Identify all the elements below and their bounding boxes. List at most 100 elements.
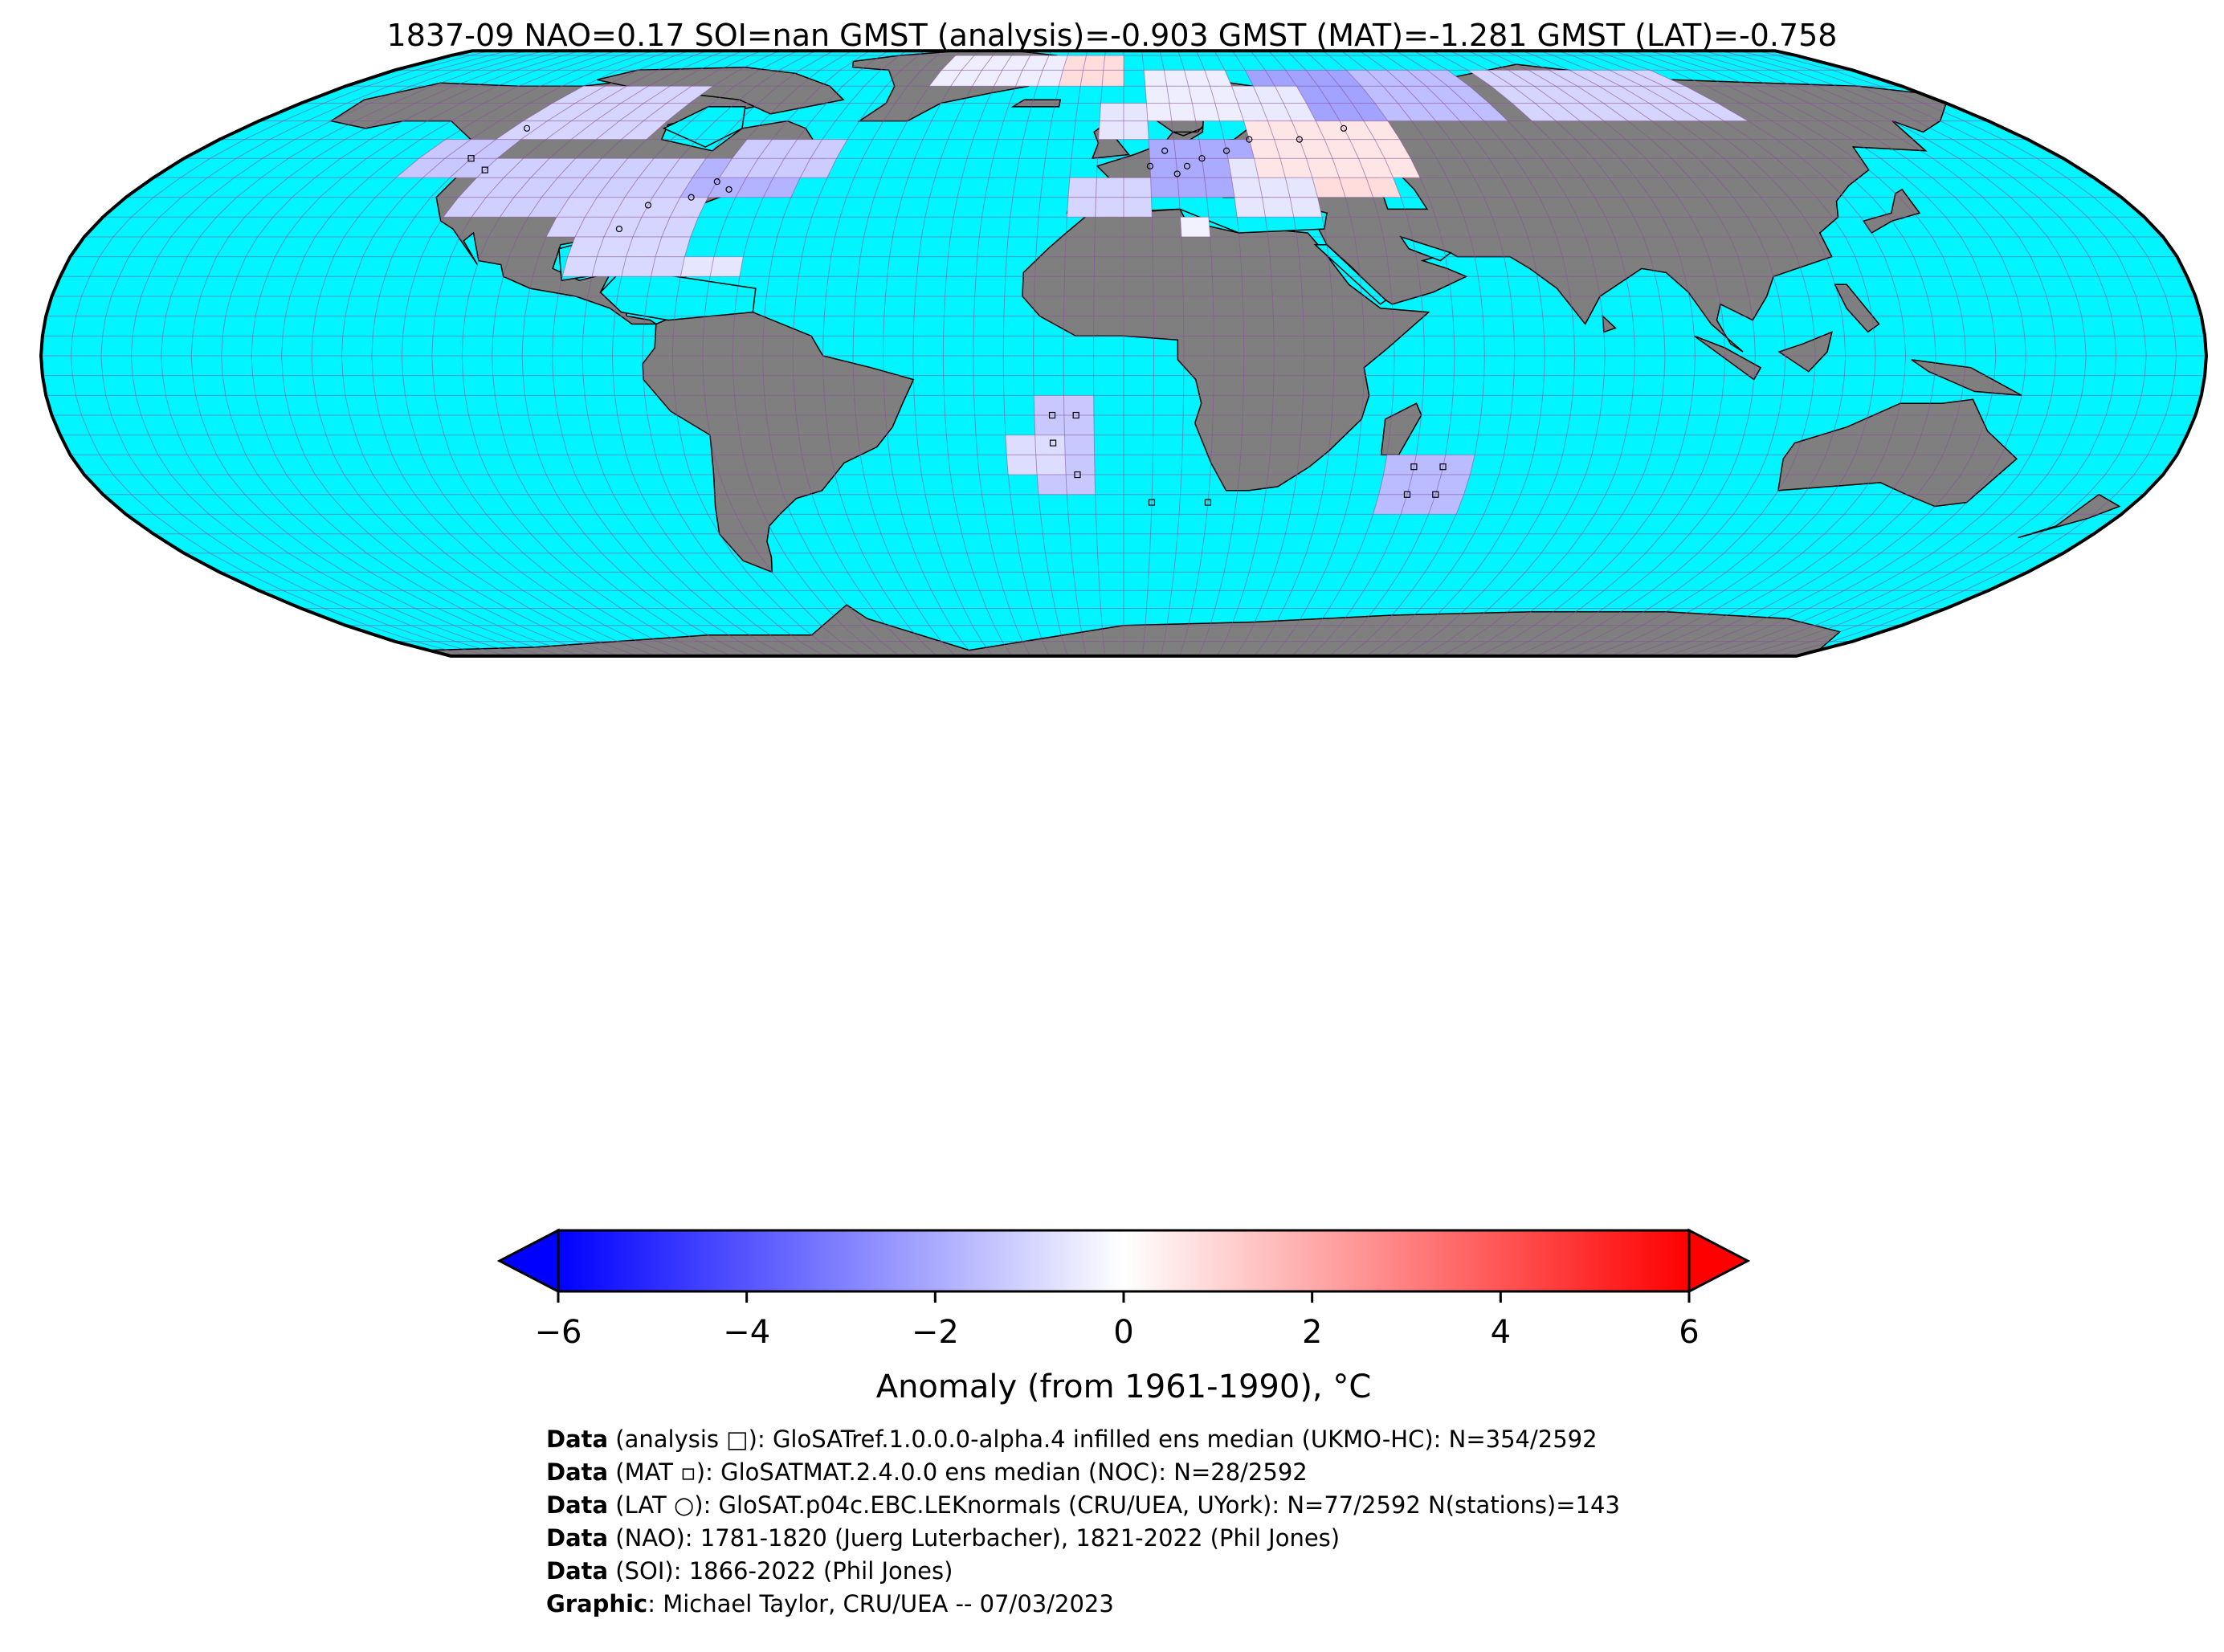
anomaly-cell [1386, 70, 1426, 87]
credit-line-soi: Data (SOI): 1866-2022 (Phil Jones) [546, 1557, 953, 1585]
station-marker [481, 166, 488, 173]
anomaly-cell [571, 120, 619, 140]
station-marker [644, 202, 652, 209]
anomaly-cell [1228, 158, 1259, 178]
graticule-lines [41, 51, 2206, 656]
anomaly-cell [1173, 139, 1202, 159]
station-marker [523, 124, 531, 132]
anomaly-cell [1098, 120, 1124, 140]
anomaly-cell [1383, 455, 1417, 475]
anomaly-cell [557, 197, 598, 218]
anomaly-cell [1447, 86, 1490, 104]
station-marker [1183, 162, 1191, 169]
anomaly-cell [1166, 86, 1193, 104]
anomaly-cell [950, 70, 982, 87]
anomaly-cell [1065, 455, 1096, 475]
anomaly-cell [604, 217, 642, 237]
anomaly-cell [1067, 197, 1096, 218]
anomaly-cell [1512, 103, 1557, 121]
station-marker [1296, 136, 1303, 143]
anomaly-cell [585, 197, 625, 218]
anomaly-cell [1095, 197, 1124, 218]
anomaly-cell [746, 158, 785, 178]
anomaly-cell [496, 120, 548, 140]
anomaly-cell [1361, 86, 1398, 104]
anomaly-cell [1204, 70, 1232, 87]
anomaly-cell [1378, 475, 1413, 495]
anomaly-cell [1603, 103, 1652, 121]
station-marker [1074, 471, 1081, 479]
anomaly-cell [547, 103, 598, 121]
anomaly-cell [569, 177, 612, 198]
anomaly-cell [1577, 86, 1626, 104]
anomaly-cell [632, 217, 671, 237]
anomaly-cell [1663, 86, 1718, 104]
station-marker [1246, 136, 1253, 143]
colorbar-ticks: −6 −4 −2 0 2 4 6 [535, 1291, 1700, 1351]
anomaly-cell [1035, 455, 1067, 475]
anomaly-cell [486, 177, 531, 198]
anomaly-cell [639, 158, 680, 178]
anomaly-cell [1068, 177, 1097, 198]
anomaly-cell [1366, 70, 1405, 87]
anomaly-cell [1630, 70, 1686, 87]
anomaly-cell [1305, 70, 1341, 87]
anomaly-cell [1569, 70, 1621, 87]
colorbar-tick-label: 0 [1113, 1314, 1133, 1351]
anomaly-cell [800, 158, 837, 178]
red-sea-water [1313, 244, 1387, 305]
anomaly-cell [667, 86, 713, 104]
credit-line-analysis: Data (analysis □): GloSATref.1.0.0.0-alp… [546, 1426, 1598, 1453]
anomaly-cell [1535, 103, 1581, 121]
anomaly-cell [523, 103, 576, 121]
anomaly-cell [735, 177, 773, 198]
anomaly-cell [1063, 415, 1095, 435]
anomaly-cell [1443, 103, 1484, 121]
anomaly-cell [1202, 158, 1232, 178]
anomaly-cell [1022, 55, 1049, 71]
anomaly-cell [763, 177, 801, 198]
anomaly-cell [1176, 158, 1205, 178]
anomaly-cell [1589, 70, 1642, 87]
credit-line-graphic: Graphic: Michael Taylor, CRU/UEA -- 07/0… [546, 1590, 1114, 1617]
caribbean-sea-water [599, 267, 757, 321]
anomaly-cell [1312, 177, 1346, 198]
colorbar: −6 −4 −2 0 2 4 6 Anomaly (from 1961-1990), °C [496, 1228, 1751, 1405]
anomaly-cell [1124, 120, 1149, 140]
anomaly-cell [1534, 86, 1581, 104]
anomaly-cell [773, 158, 810, 178]
anomaly-cell [1467, 70, 1513, 87]
anomaly-cell [1349, 139, 1385, 159]
anomaly-cell [1149, 158, 1178, 178]
anomaly-cell [1169, 103, 1196, 121]
anomaly-cell [1346, 70, 1383, 87]
anomaly-cell [1306, 103, 1341, 121]
anomaly-cell [1210, 86, 1239, 104]
anomaly-cell [1512, 86, 1558, 104]
anomaly-cell [1080, 70, 1104, 87]
anomaly-cell [655, 236, 691, 257]
anomaly-cell [476, 158, 524, 178]
anomaly-cell [443, 197, 487, 218]
anomaly-cell [1124, 177, 1152, 198]
map-title: 1837-09 NAO=0.17 SOI=nan GMST (analysis)… [386, 18, 1838, 53]
anomaly-cell [1441, 455, 1475, 475]
anomaly-cell [1234, 197, 1266, 218]
anomaly-cell [611, 158, 654, 178]
anomaly-cell [1373, 494, 1407, 515]
station-marker [1048, 411, 1056, 419]
anomaly-cell [1491, 86, 1535, 104]
south-america-landmass [642, 308, 915, 573]
station-marker [688, 194, 695, 201]
anomaly-cell [1258, 177, 1291, 198]
anomaly-cell [1374, 103, 1412, 121]
anomaly-cell [471, 139, 521, 159]
credit-line-lat: Data (LAT ○): GloSAT.p04c.EBC.LEKnormals… [546, 1491, 1620, 1519]
anomaly-cell [665, 158, 706, 178]
anomaly-cell [1398, 103, 1436, 121]
station-marker [1198, 155, 1206, 162]
anomaly-cell [1649, 103, 1700, 121]
anomaly-cell [1404, 86, 1444, 104]
anomaly-cell [1280, 158, 1312, 178]
japan-landmass [1862, 188, 1921, 234]
